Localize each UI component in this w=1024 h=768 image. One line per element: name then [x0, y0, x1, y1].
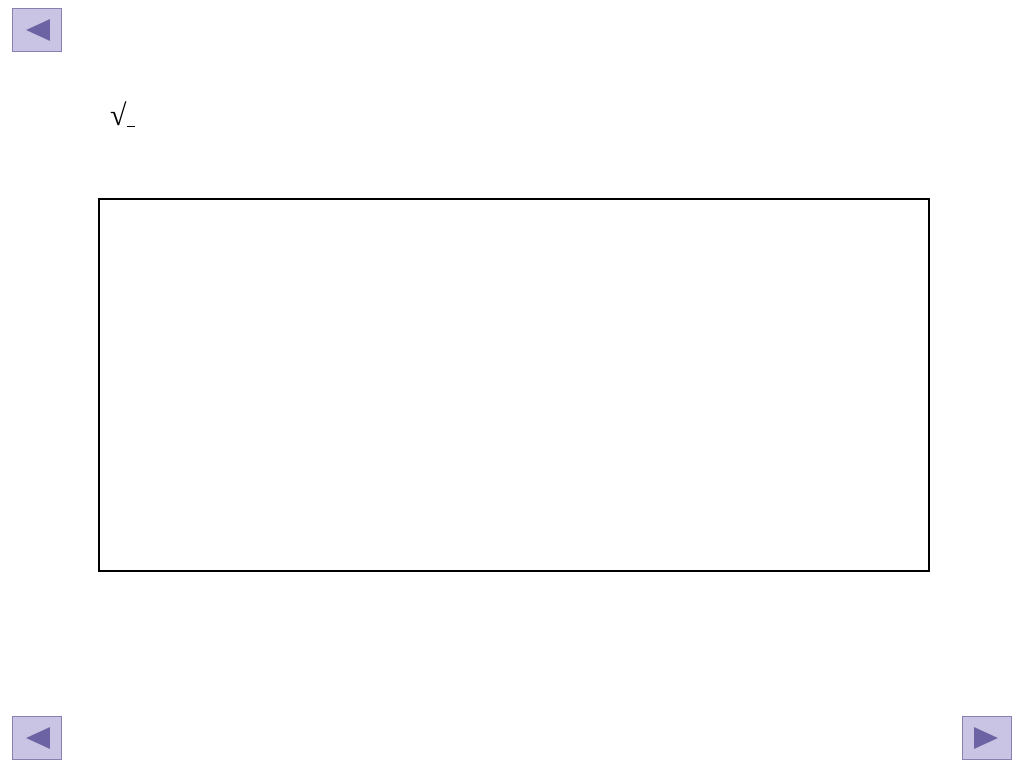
nav-prev-top[interactable]	[12, 8, 62, 52]
nav-next-bottom[interactable]	[962, 716, 1012, 760]
chart-container	[98, 198, 930, 572]
title-block: √	[104, 52, 924, 141]
answers-block	[0, 600, 1024, 618]
slide-root: √	[0, 0, 1024, 768]
nav-prev-bottom[interactable]	[12, 716, 62, 760]
chart-svg	[100, 200, 928, 570]
title-formula-inner	[127, 126, 135, 127]
title-formula: √	[104, 96, 141, 142]
